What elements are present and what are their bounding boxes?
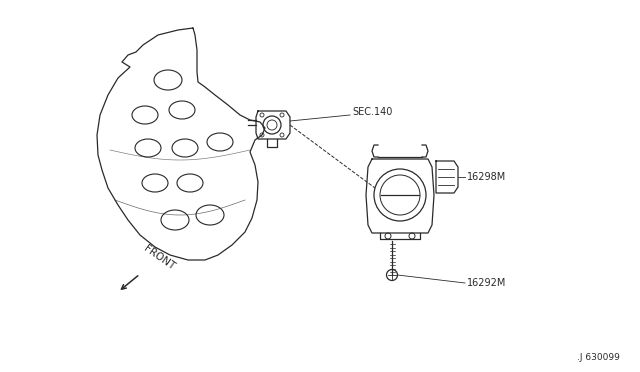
Text: FRONT: FRONT bbox=[142, 244, 177, 272]
Text: 16292M: 16292M bbox=[467, 278, 506, 288]
Text: 16298M: 16298M bbox=[467, 172, 506, 182]
Text: SEC.140: SEC.140 bbox=[352, 107, 392, 117]
Text: .J 630099: .J 630099 bbox=[577, 353, 620, 362]
